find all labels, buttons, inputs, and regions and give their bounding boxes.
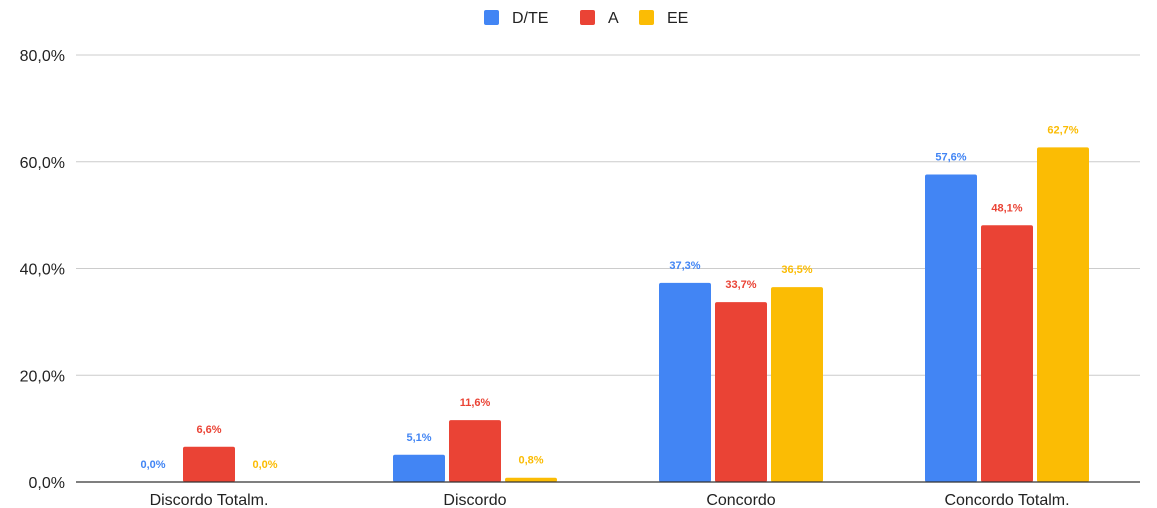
bar-ee-1 bbox=[505, 477, 557, 482]
y-axis-ticks: 0,0% 20,0% 40,0% 60,0% 80,0% bbox=[20, 48, 65, 492]
data-labels: 0,0% 6,6% 0,0% 5,1% 11,6% 0,8% 37,3% 33,7% 36,5%… bbox=[140, 124, 1078, 471]
data-label: 36,5% bbox=[781, 264, 812, 276]
bar-a-1 bbox=[449, 420, 501, 482]
bar-d-te-2 bbox=[659, 282, 711, 482]
legend-label: EE bbox=[667, 10, 688, 27]
bar-d-te-1 bbox=[393, 454, 445, 482]
data-label: 5,1% bbox=[406, 432, 431, 444]
gridlines bbox=[76, 54, 1140, 376]
legend-label: A bbox=[608, 10, 619, 27]
y-tick-label: 0,0% bbox=[29, 475, 65, 492]
data-label: 11,6% bbox=[460, 397, 491, 409]
data-label: 6,6% bbox=[196, 424, 221, 436]
x-axis: Discordo Totalm. Discordo Concordo Concordo… bbox=[76, 481, 1140, 508]
x-category-label: Concordo bbox=[706, 492, 775, 508]
y-tick-label: 60,0% bbox=[20, 155, 65, 172]
bar-ee-2 bbox=[771, 287, 823, 482]
data-label: 62,7% bbox=[1047, 124, 1078, 136]
bar-a-0 bbox=[183, 446, 235, 482]
bar-ee-3 bbox=[1037, 147, 1089, 482]
x-category-label: Concordo Totalm. bbox=[944, 492, 1069, 508]
x-category-label: Discordo bbox=[443, 492, 506, 508]
bars bbox=[183, 147, 1089, 483]
y-tick-label: 20,0% bbox=[20, 368, 65, 385]
data-label: 48,1% bbox=[991, 202, 1022, 214]
data-label: 0,8% bbox=[518, 455, 543, 467]
data-label: 0,0% bbox=[252, 459, 277, 471]
bar-d-te-3 bbox=[925, 174, 977, 482]
legend-swatch bbox=[580, 10, 595, 25]
legend-label: D/TE bbox=[512, 10, 548, 27]
bar-a-2 bbox=[715, 302, 767, 482]
legend-swatch bbox=[484, 10, 499, 25]
data-label: 0,0% bbox=[140, 459, 165, 471]
data-label: 57,6% bbox=[935, 152, 966, 164]
data-label: 37,3% bbox=[669, 260, 700, 272]
legend: D/TE A EE bbox=[484, 10, 688, 27]
data-label: 33,7% bbox=[725, 279, 756, 291]
y-tick-label: 40,0% bbox=[20, 262, 65, 279]
x-category-label: Discordo Totalm. bbox=[150, 492, 269, 508]
legend-swatch bbox=[639, 10, 654, 25]
y-tick-label: 80,0% bbox=[20, 48, 65, 65]
bar-a-3 bbox=[981, 225, 1033, 483]
